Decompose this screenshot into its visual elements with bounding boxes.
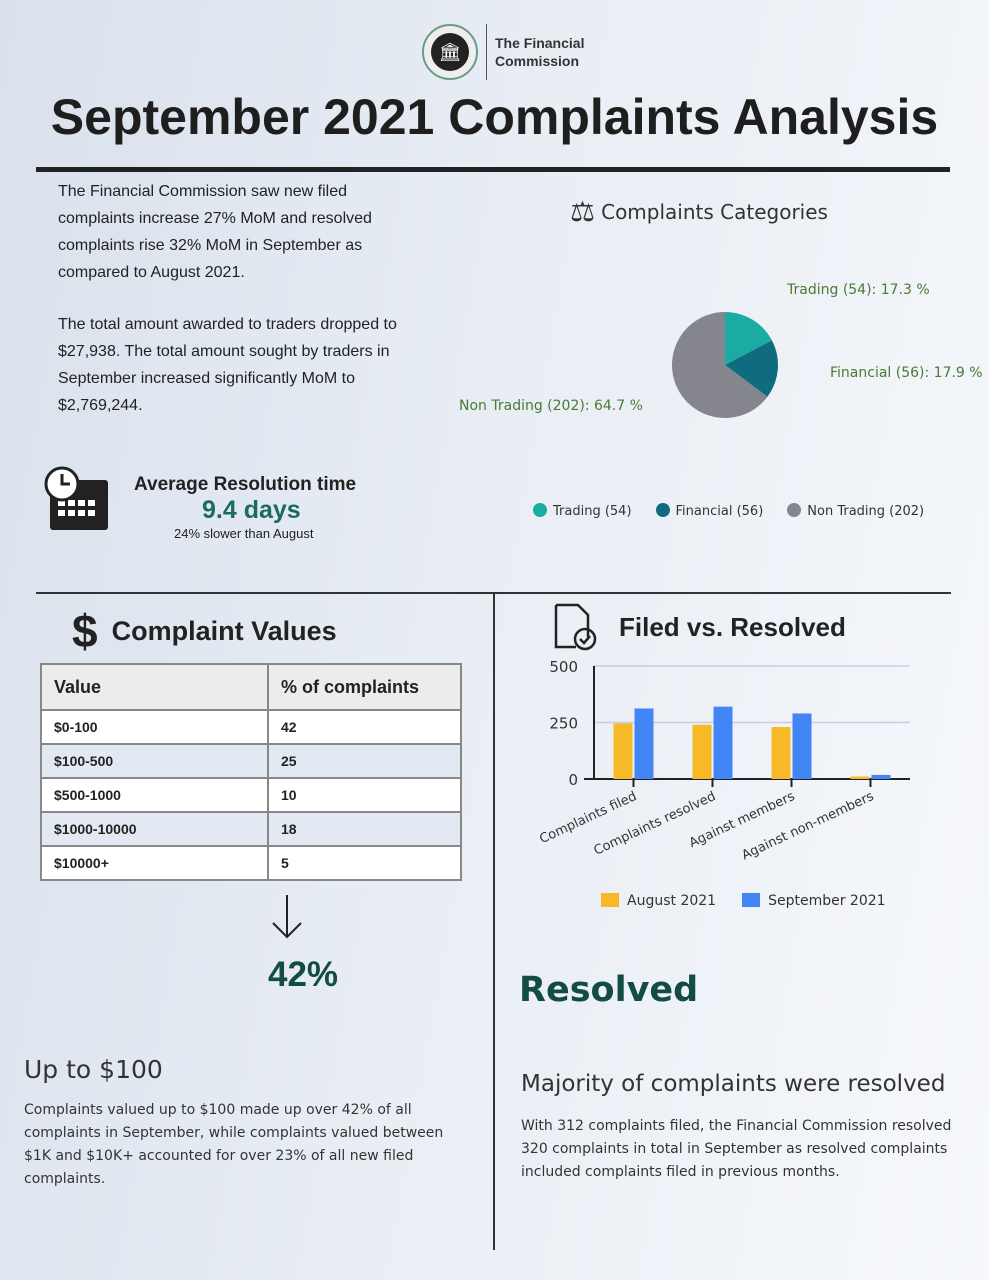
big-percent: 42% <box>268 955 339 994</box>
intro-paragraph-2: The total amount awarded to traders drop… <box>58 316 397 414</box>
resolution-title: Average Resolution time <box>134 474 357 495</box>
table-cell: 18 <box>267 811 462 847</box>
logo-seal-icon: 🏛 <box>422 24 478 80</box>
page-title: September 2021 Complaints Analysis <box>50 89 939 145</box>
pie-chart <box>672 312 778 418</box>
categories-title: Complaints Categories <box>601 199 828 224</box>
legend-swatch <box>601 893 619 907</box>
logo: 🏛 The Financial Commission <box>422 24 585 80</box>
bar <box>713 706 733 779</box>
table-header: % of complaints <box>267 663 462 711</box>
scales-icon: ⚖ <box>570 195 596 228</box>
complaint-values-heading: $ Complaint Values <box>72 604 337 658</box>
table-cell: $500-1000 <box>40 777 269 813</box>
table-row: $1000-10000 18 <box>40 811 462 847</box>
values-subtitle: Up to $100 <box>24 1055 163 1084</box>
x-tick-label: Against non-members <box>740 789 877 863</box>
resolution-block: Average Resolution time 9.4 days 24% slo… <box>44 466 356 541</box>
legend-item-august: August 2021 <box>601 893 716 909</box>
values-text: Complaints valued up to $100 made up ove… <box>24 1102 444 1187</box>
table-cell: 25 <box>267 743 462 779</box>
table-cell: $10000+ <box>40 845 269 881</box>
legend-label: September 2021 <box>768 893 886 909</box>
legend-label: Financial (56) <box>675 504 764 519</box>
table-row: $0-100 42 <box>40 709 462 745</box>
divider <box>36 592 951 594</box>
divider <box>493 594 495 1250</box>
legend-swatch <box>533 503 547 517</box>
bar <box>692 724 712 779</box>
y-tick-label: 0 <box>568 771 578 789</box>
legend-swatch <box>742 893 761 907</box>
logo-name: The Financial Commission <box>495 35 585 69</box>
divider <box>36 167 950 172</box>
table-row: $10000+ 5 <box>40 845 462 881</box>
table-cell: $1000-10000 <box>40 811 269 847</box>
bar <box>850 776 870 779</box>
clock-calendar-icon <box>44 466 108 530</box>
pie-label-financial: Financial (56): 17.9 % <box>830 365 983 381</box>
legend-item-non-trading: Non Trading (202) <box>787 503 924 519</box>
table-header: Value <box>40 663 269 711</box>
legend-item-trading: Trading (54) <box>533 503 632 519</box>
table-cell: 10 <box>267 777 462 813</box>
legend-item-financial: Financial (56) <box>655 503 764 519</box>
table-cell: $100-500 <box>40 743 269 779</box>
pie-slice <box>725 340 778 397</box>
y-tick-label: 500 <box>549 658 578 676</box>
legend-label: Non Trading (202) <box>807 504 925 519</box>
filed-title: Filed vs. Resolved <box>619 611 846 642</box>
legend-label: Trading (54) <box>553 504 632 519</box>
table-cell: $0-100 <box>40 709 269 745</box>
bar-legend: August 2021 September 2021 <box>601 893 886 909</box>
table-cell: 5 <box>267 845 462 881</box>
pie-label-non-trading: Non Trading (202): 64.7 % <box>459 398 643 414</box>
table-cell: 42 <box>267 709 462 745</box>
resolved-big: Resolved <box>519 970 699 1010</box>
dollar-icon: $ <box>72 605 98 657</box>
categories-heading: ⚖ Complaints Categories <box>570 195 828 228</box>
bar <box>792 713 812 779</box>
document-check-icon <box>554 603 597 651</box>
resolved-subtitle: Majority of complaints were resolved <box>521 1071 946 1097</box>
resolution-value: 9.4 days <box>202 496 301 524</box>
bar <box>613 723 633 779</box>
legend-swatch <box>787 503 802 517</box>
bar <box>871 774 891 779</box>
filed-heading: Filed vs. Resolved <box>553 603 846 651</box>
divider <box>486 24 487 80</box>
pie-legend: Trading (54) Financial (56) Non Trading … <box>533 503 924 519</box>
legend-swatch <box>655 503 670 517</box>
resolved-text: With 312 complaints filed, the Financial… <box>521 1118 952 1180</box>
table-row: $100-500 25 <box>40 743 462 779</box>
bar <box>771 727 791 779</box>
bar <box>634 708 654 779</box>
pie-label-trading: Trading (54): 17.3 % <box>787 282 930 298</box>
complaint-values-title: Complaint Values <box>111 615 337 646</box>
table-row: $500-1000 10 <box>40 777 462 813</box>
pie-slice <box>672 312 768 418</box>
legend-label: August 2021 <box>627 893 717 909</box>
resolution-note: 24% slower than August <box>174 526 314 541</box>
pie-slice <box>725 312 772 365</box>
arrow-down-icon <box>272 895 302 939</box>
intro-paragraph-1: The Financial Commission saw new filed c… <box>58 183 372 281</box>
complaint-values-table: Value% of complaints $0-100 42 $100-500 25… <box>40 663 462 881</box>
legend-item-september: September 2021 <box>742 893 886 909</box>
y-tick-label: 250 <box>549 715 578 733</box>
